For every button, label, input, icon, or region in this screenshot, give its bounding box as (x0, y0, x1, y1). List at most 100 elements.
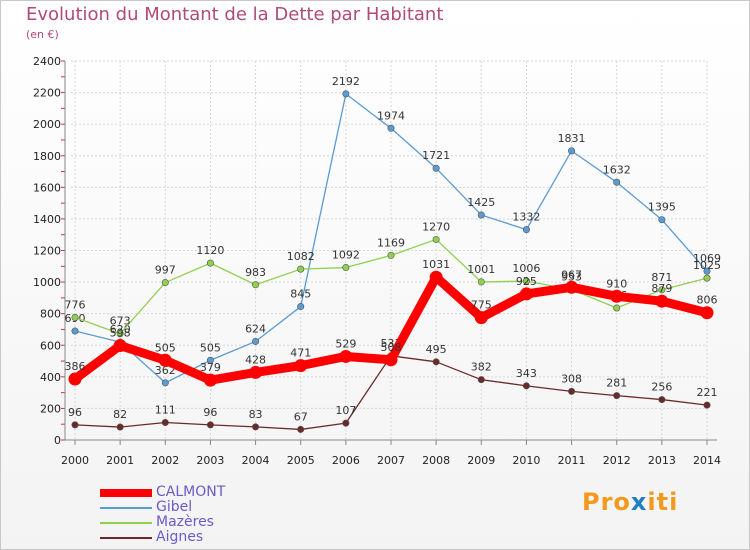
y-tick-label: 0 (54, 434, 61, 447)
data-label-gibel: 1831 (558, 132, 586, 145)
data-label-aignes: 83 (249, 408, 263, 421)
data-point-calmont (429, 270, 443, 284)
data-label-mazres: 997 (155, 264, 176, 277)
data-label-aignes: 96 (203, 406, 217, 419)
y-tick-label: 2400 (33, 55, 61, 68)
data-label-gibel: 620 (110, 323, 131, 336)
data-label-mazres: 1169 (377, 236, 405, 249)
data-label-gibel: 505 (200, 341, 221, 354)
data-label-mazres: 1270 (422, 220, 450, 233)
data-label-gibel: 1332 (512, 211, 540, 224)
x-tick-label: 2004 (242, 454, 270, 467)
data-label-calmont: 806 (697, 294, 718, 307)
data-label-gibel: 2192 (332, 75, 360, 88)
data-label-gibel: 1974 (377, 109, 405, 122)
data-label-gibel: 624 (245, 322, 266, 335)
y-tick-label: 1000 (33, 276, 61, 289)
data-point-mazres (703, 274, 711, 282)
data-point-mazres (116, 330, 124, 338)
data-point-gibel (206, 356, 214, 364)
chart-unit: (en €) (26, 28, 59, 41)
legend-label: CALMONT (156, 484, 226, 500)
data-label-calmont: 598 (110, 327, 131, 340)
x-tick-label: 2008 (422, 454, 450, 467)
data-point-calmont (68, 372, 82, 386)
data-point-calmont (158, 353, 172, 367)
data-label-mazres: 953 (561, 271, 582, 284)
data-point-gibel (703, 267, 711, 275)
x-tick-label: 2003 (196, 454, 224, 467)
x-tick-label: 2013 (648, 454, 676, 467)
data-label-calmont: 925 (516, 275, 537, 288)
data-point-mazres (342, 264, 350, 272)
data-point-calmont (655, 294, 669, 308)
data-point-mazres (432, 235, 440, 243)
data-point-gibel (387, 124, 395, 132)
data-point-gibel (658, 216, 666, 224)
data-point-calmont (294, 359, 308, 373)
data-label-aignes: 96 (68, 406, 82, 419)
y-tick-label: 200 (40, 402, 61, 415)
data-label-mazres: 1082 (287, 250, 315, 263)
legend-swatch-calmont (100, 489, 152, 497)
data-label-gibel: 1425 (467, 196, 495, 209)
data-label-calmont: 386 (65, 360, 86, 373)
data-point-calmont (519, 287, 533, 301)
data-label-aignes: 107 (335, 404, 356, 417)
data-label-mazres: 1092 (332, 249, 360, 262)
x-tick-label: 2010 (512, 454, 540, 467)
data-point-aignes (252, 423, 260, 431)
data-point-aignes (342, 419, 350, 427)
legend-swatch-mazeres (100, 522, 152, 524)
data-label-aignes: 281 (606, 377, 627, 390)
data-label-calmont: 428 (245, 353, 266, 366)
data-point-mazres (71, 313, 79, 321)
data-label-gibel: 1632 (603, 163, 631, 176)
data-label-calmont: 471 (290, 347, 311, 360)
x-tick-label: 2012 (603, 454, 631, 467)
data-point-aignes (71, 421, 79, 429)
y-tick-label: 2200 (33, 87, 61, 100)
proxiti-logo: Proxiti (582, 488, 679, 516)
data-point-gibel (342, 90, 350, 98)
data-point-aignes (658, 396, 666, 404)
data-label-mazres: 1025 (693, 259, 721, 272)
data-point-calmont (565, 280, 579, 294)
data-point-mazres (613, 304, 621, 312)
legend-label: Gibel (156, 499, 193, 515)
data-point-calmont (610, 289, 624, 303)
x-tick-label: 2009 (467, 454, 495, 467)
y-tick-label: 400 (40, 371, 61, 384)
data-point-gibel (297, 303, 305, 311)
data-label-calmont: 529 (335, 337, 356, 350)
y-tick-label: 2000 (33, 118, 61, 131)
data-label-gibel: 845 (290, 288, 311, 301)
data-label-mazres: 673 (110, 315, 131, 328)
y-tick-label: 1600 (33, 181, 61, 194)
data-label-mazres: 983 (245, 266, 266, 279)
data-label-aignes: 111 (155, 403, 176, 416)
x-tick-label: 2005 (287, 454, 315, 467)
data-point-aignes (477, 376, 485, 384)
data-point-aignes (297, 425, 305, 433)
data-point-calmont (249, 365, 263, 379)
legend-swatch-gibel (100, 507, 152, 509)
data-label-aignes: 221 (697, 386, 718, 399)
data-label-calmont: 505 (155, 341, 176, 354)
x-tick-label: 2000 (61, 454, 89, 467)
x-tick-label: 2001 (106, 454, 134, 467)
x-tick-label: 2011 (558, 454, 586, 467)
x-tick-label: 2014 (693, 454, 721, 467)
data-label-calmont: 379 (200, 361, 221, 374)
data-label-mazres: 1006 (512, 262, 540, 275)
y-tick-label: 1400 (33, 213, 61, 226)
legend-label: Aignes (156, 529, 204, 545)
data-label-gibel: 1069 (693, 252, 721, 265)
data-point-aignes (613, 392, 621, 400)
data-label-mazres: 1120 (196, 244, 224, 257)
y-tick-label: 800 (40, 308, 61, 321)
data-label-calmont: 967 (561, 268, 582, 281)
legend-label: Mazères (156, 514, 214, 530)
data-label-calmont: 508 (381, 341, 402, 354)
